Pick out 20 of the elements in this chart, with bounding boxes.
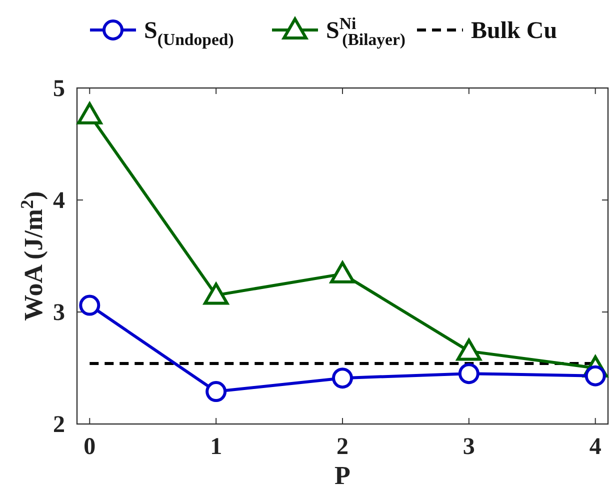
point: [330, 261, 355, 284]
y-tick-label: 5: [53, 76, 65, 102]
legend-label: Bulk Cu: [471, 18, 558, 44]
x-tick-label: 3: [462, 434, 475, 460]
point: [206, 381, 227, 402]
point: [79, 294, 100, 316]
point: [456, 338, 482, 361]
x-axis-title: P: [334, 461, 351, 490]
x-tick-label: 2: [336, 434, 348, 460]
x-tick-label: 1: [210, 434, 222, 460]
legend-label: S$_{(Undoped)}$: [144, 18, 234, 49]
point: [204, 282, 229, 305]
x-tick-label: 0: [84, 434, 96, 460]
point: [332, 368, 353, 389]
y-tick-label: 3: [53, 300, 65, 326]
y-tick-label: 4: [53, 188, 65, 214]
point: [77, 102, 102, 124]
x-tick-label: 4: [589, 434, 602, 460]
point: [458, 363, 480, 384]
y-tick-label: 2: [53, 412, 65, 438]
